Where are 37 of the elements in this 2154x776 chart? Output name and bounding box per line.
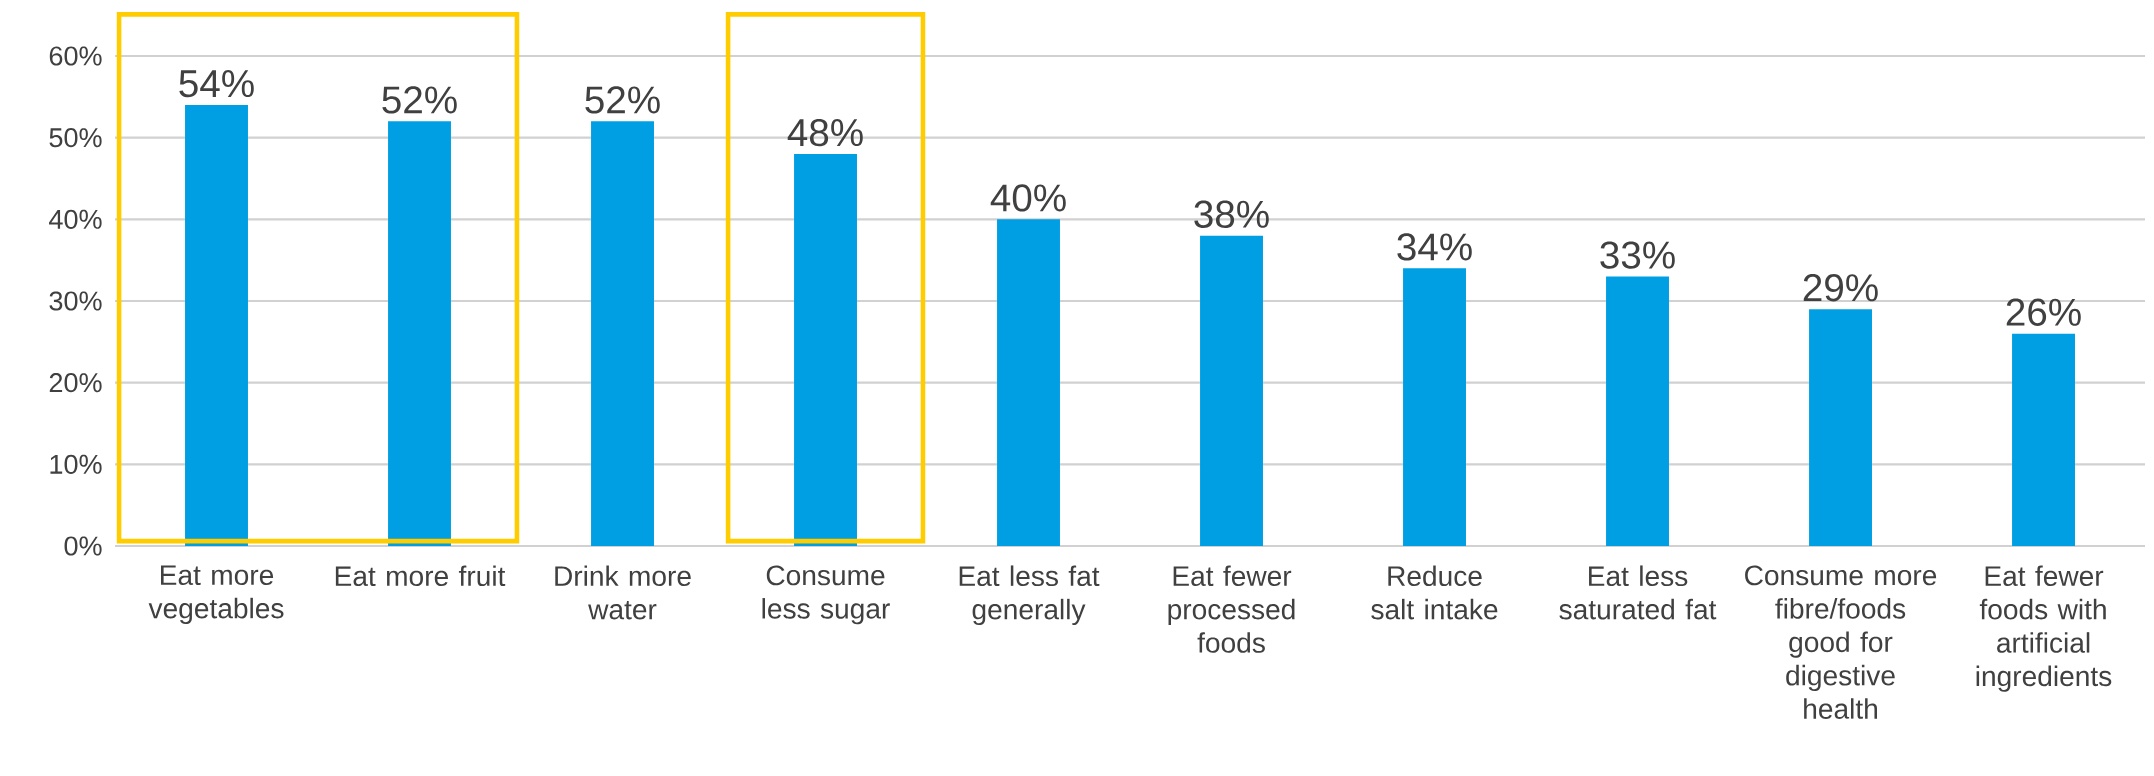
data-label: 52% [585,86,660,114]
x-tick-label: Eat fewer processed foods [1168,565,1295,653]
y-tick-label: 0% [64,536,102,556]
bar [1403,268,1466,546]
bar [794,154,857,546]
x-tick-label: Eat more fruit [335,565,506,587]
x-tick-label: Eat fewer foods with artificial ingredients [1976,565,2112,692]
x-tick-label: Drink more water [555,565,691,620]
data-label: 40% [990,184,1066,212]
x-tick-label: Eat less fat generally [959,565,1100,626]
bar [388,121,451,546]
x-tick-label: Consume less sugar [762,565,890,625]
bar [997,219,1060,546]
x-tick-label: Eat less saturated fat [1559,565,1717,620]
bar [591,121,654,546]
data-label: 54% [179,70,254,98]
y-tick-label: 30% [49,291,102,311]
bar [1200,235,1263,546]
bar [2012,333,2075,546]
bar [1606,276,1669,546]
data-label: 26% [2006,298,2081,326]
data-label: 34% [1397,233,1472,261]
y-tick-label: 50% [49,128,102,148]
y-tick-label: 20% [49,373,102,393]
data-label: 38% [1194,200,1269,228]
x-tick-label: Consume more fibre/foods good for digestive health [1745,565,1937,719]
y-tick-label: 40% [49,209,102,229]
bar [1809,309,1872,546]
bar [185,105,248,546]
data-label: 29% [1803,274,1878,302]
y-tick-label: 10% [50,454,102,474]
data-label: 48% [787,118,863,147]
data-label: 52% [382,86,457,114]
data-label: 33% [1600,241,1675,269]
y-tick-label: 60% [49,46,102,66]
x-tick-label: Reduce salt intake [1371,565,1498,620]
x-tick-label: Eat more vegetables [148,565,284,625]
